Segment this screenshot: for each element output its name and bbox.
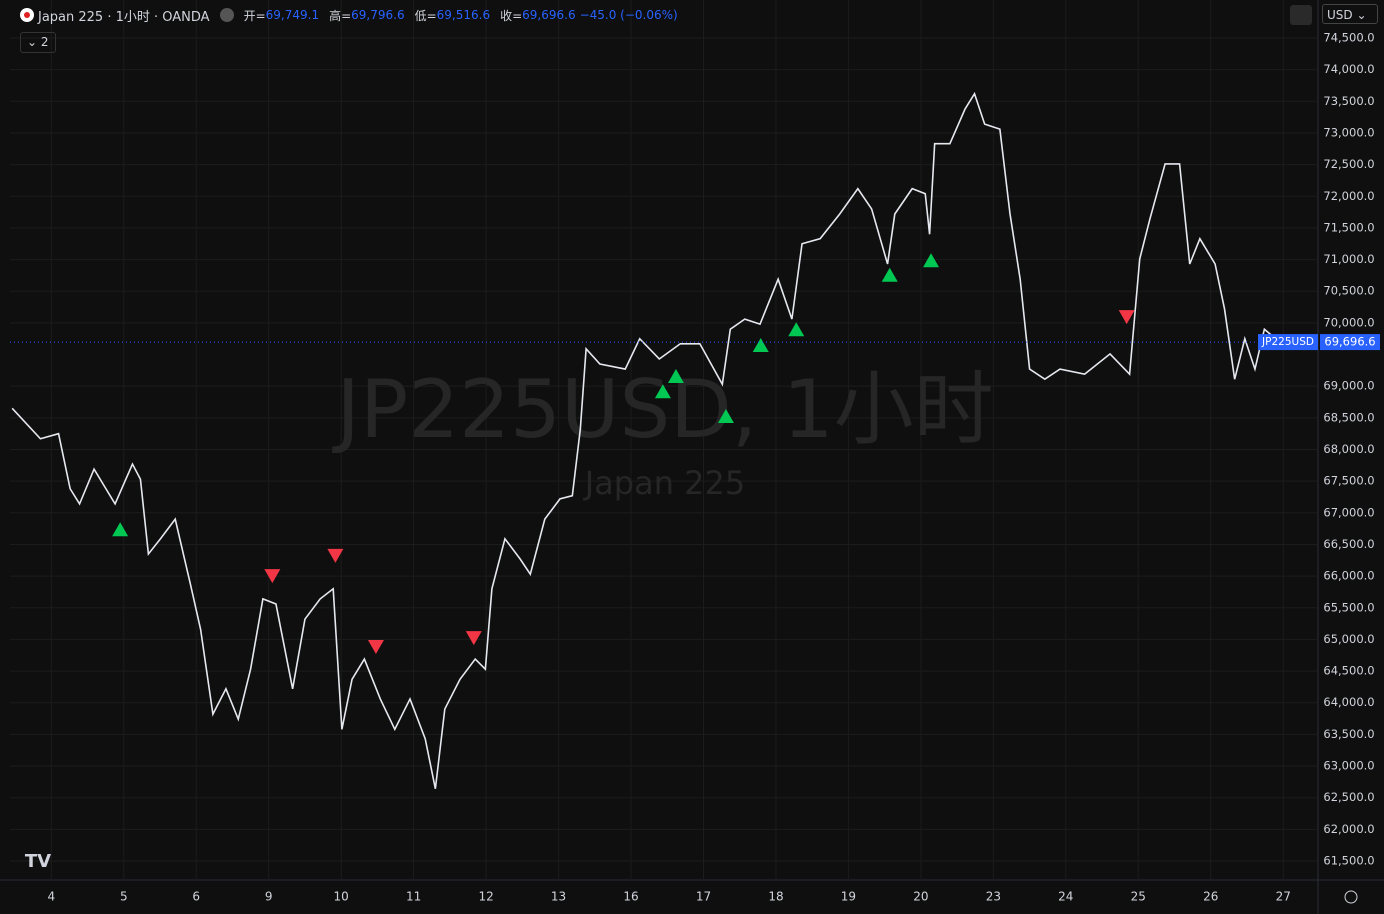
x-tick-label: 20: [913, 890, 928, 904]
x-tick-label: 26: [1203, 890, 1218, 904]
logo: TV: [25, 851, 51, 872]
price-tag: [1320, 334, 1380, 351]
y-tick-label: 68,500.0: [1323, 410, 1374, 424]
x-tick-label: 27: [1276, 890, 1291, 904]
y-tick-label: 67,500.0: [1323, 474, 1374, 488]
y-tick-label: 70,500.0: [1323, 284, 1374, 298]
symbol-tag-label: JP225USD: [1261, 336, 1314, 348]
buy-signal: [788, 322, 805, 337]
x-tick-label: 24: [1058, 890, 1073, 904]
collapse-button[interactable]: ⌄ 2: [20, 32, 56, 53]
sell-signal: [465, 631, 482, 646]
buy-signal: [881, 267, 898, 282]
y-tick-label: 62,000.0: [1323, 822, 1374, 836]
label: 低=: [414, 8, 437, 23]
y-tick-label: 65,500.0: [1323, 600, 1374, 614]
symbol-tag: [1258, 334, 1318, 351]
x-tick-label: 17: [696, 890, 711, 904]
y-tick-label: 65,000.0: [1323, 632, 1374, 646]
label: 开=: [243, 8, 266, 23]
label: 收=: [500, 8, 523, 23]
legend-header: Japan 225 · 1小时 · OANDA 开= 69,749.1 高= 69,…: [20, 5, 678, 25]
buy-signal: [752, 338, 769, 353]
x-tick-label: 5: [120, 890, 128, 904]
x-tick-label: 18: [768, 890, 783, 904]
y-tick-label: 72,000.0: [1323, 189, 1374, 203]
watermark-sub: Japan 225: [583, 464, 746, 502]
buy-signal: [717, 408, 734, 423]
value: 69,696.6: [522, 8, 576, 22]
y-tick-label: 71,000.0: [1323, 252, 1374, 266]
currency-select[interactable]: USD ⌄: [1322, 4, 1378, 24]
settings-icon[interactable]: [1344, 890, 1358, 904]
y-tick-label: 66,500.0: [1323, 537, 1374, 551]
sell-signal: [1118, 310, 1135, 325]
y-tick-label: 66,000.0: [1323, 569, 1374, 583]
y-tick-label: 69,000.0: [1323, 379, 1374, 393]
y-tick-label: 74,000.0: [1323, 62, 1374, 76]
sell-signal: [264, 569, 281, 584]
x-tick-label: 13: [551, 890, 566, 904]
y-tick-label: 73,000.0: [1323, 125, 1374, 139]
y-tick-label: 73,500.0: [1323, 94, 1374, 108]
y-tick-label: 67,000.0: [1323, 505, 1374, 519]
x-tick-label: 23: [986, 890, 1001, 904]
x-tick-label: 4: [47, 890, 55, 904]
x-tick-label: 16: [623, 890, 638, 904]
label: 高=: [329, 8, 352, 23]
y-tick-label: 64,500.0: [1323, 664, 1374, 678]
y-tick-label: 74,500.0: [1323, 30, 1374, 44]
sell-signal: [327, 548, 344, 563]
price-tag-label: 69,696.6: [1324, 335, 1375, 349]
price-line: [11, 91, 1281, 789]
buy-signal: [923, 253, 940, 268]
change: −45.0 (−0.06%): [579, 8, 678, 22]
buy-signal: [654, 384, 671, 399]
flag: [20, 8, 34, 22]
x-tick-label: 12: [478, 890, 493, 904]
value: 69,796.6: [351, 8, 405, 22]
x-tick-label: 19: [841, 890, 856, 904]
symbol[interactable]: Japan 225 · 1小时 · OANDA: [38, 9, 210, 25]
x-tick-label: 25: [1131, 890, 1146, 904]
x-tick-label: 6: [192, 890, 200, 904]
x-tick-label: 11: [406, 890, 421, 904]
value: 69,516.6: [436, 8, 491, 22]
y-tick-label: 72,500.0: [1323, 157, 1374, 171]
hide-button[interactable]: [219, 8, 234, 22]
y-tick-label: 62,500.0: [1323, 790, 1374, 804]
y-tick-label: 61,500.0: [1323, 854, 1374, 868]
watermark: JP225USD, 1小时: [331, 363, 993, 456]
y-tick-label: 68,000.0: [1323, 442, 1374, 456]
currency: USD: [1327, 8, 1353, 22]
button[interactable]: [1290, 5, 1312, 25]
y-tick-label: 63,500.0: [1323, 727, 1374, 741]
buy-signal: [112, 522, 129, 537]
badge: 2: [40, 35, 49, 49]
buy-signal: [667, 369, 684, 384]
x-tick-label: 10: [334, 890, 349, 904]
x-tick-label: 9: [265, 890, 273, 904]
y-tick-label: 63,000.0: [1323, 759, 1374, 773]
y-tick-label: 70,000.0: [1323, 315, 1374, 329]
y-tick-label: 64,000.0: [1323, 695, 1374, 709]
sell-signal: [367, 640, 384, 655]
value: 69,749.1: [265, 8, 320, 22]
y-tick-label: 71,500.0: [1323, 220, 1374, 234]
